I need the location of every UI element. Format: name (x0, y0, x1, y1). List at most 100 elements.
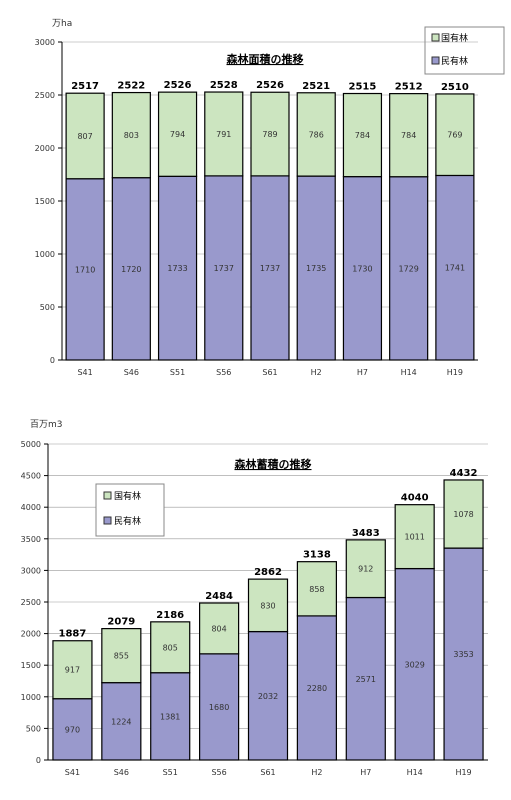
data-label-national: 855 (114, 652, 129, 661)
y-tick-label: 500 (26, 724, 41, 733)
legend-label-national: 国有林 (114, 490, 141, 502)
bar-national (250, 91, 290, 177)
total-label: 2079 (107, 617, 135, 628)
data-label-private: 1741 (445, 264, 465, 273)
legend: 国有林 民有林 (424, 26, 505, 75)
forest-stock-chart: 百万m3 森林蓄積の推移 国有林 民有林 0 500 1000 1500 2000 250… (21, 419, 488, 777)
x-tick-label: S51 (170, 368, 185, 377)
bar-private (247, 630, 289, 761)
data-label-private: 1735 (306, 264, 326, 273)
bar-private (296, 615, 337, 761)
y-tick-label: 3000 (21, 566, 41, 575)
legend-label-private: 民有林 (114, 515, 141, 527)
y-tick-label: 2500 (21, 598, 41, 607)
y-tick-label: 1000 (35, 250, 55, 259)
x-tick-label: H7 (357, 368, 368, 377)
data-label-private: 2280 (307, 684, 327, 693)
y-tick-label: 5000 (21, 440, 41, 449)
legend-swatch-private (431, 56, 440, 65)
x-tick-label: S46 (124, 368, 139, 377)
bars: 970 917 1887 1224 855 2079 1381 805 2186 1680 804 2… (52, 468, 484, 761)
bar-national (389, 93, 429, 178)
x-tick-label: S56 (211, 768, 226, 777)
y-axis-ticks: 0 500 1000 1500 2000 2500 3000 3500 4000 4500 5000 (21, 440, 48, 765)
data-label-private: 1710 (75, 265, 95, 274)
data-label-national: 786 (309, 130, 324, 139)
data-label-national: 769 (447, 131, 462, 140)
bar-private (157, 175, 198, 361)
x-tick-label: S51 (163, 768, 178, 777)
y-tick-label: 0 (50, 356, 55, 365)
data-label-private: 3029 (404, 660, 424, 669)
bar-national (199, 602, 240, 655)
bar-national (52, 640, 93, 700)
x-axis-labels: S41 S46 S51 S56 S61 H2 H7 H14 H19 (65, 768, 472, 777)
x-tick-label: S61 (260, 768, 275, 777)
total-label: 2862 (254, 567, 282, 578)
total-label: 2510 (441, 82, 469, 93)
total-label: 2528 (210, 80, 238, 91)
data-label-national: 804 (211, 624, 226, 633)
data-label-national: 912 (358, 565, 373, 574)
y-tick-label: 4500 (21, 472, 41, 481)
data-label-private: 1381 (160, 712, 180, 721)
data-label-national: 805 (163, 643, 178, 652)
total-label: 2512 (395, 82, 423, 93)
total-label: 3483 (352, 528, 380, 539)
total-label: 2526 (164, 80, 192, 91)
total-label: 1887 (59, 629, 87, 640)
data-label-national: 1011 (404, 533, 424, 542)
data-label-private: 970 (65, 725, 80, 734)
y-tick-label: 3000 (35, 38, 55, 47)
x-tick-label: H2 (311, 768, 322, 777)
data-label-private: 1680 (209, 703, 229, 712)
bar-national (296, 561, 337, 617)
total-label: 4432 (450, 468, 478, 479)
data-label-private: 2571 (356, 675, 376, 684)
chart-title: 森林蓄積の推移 (235, 457, 312, 471)
x-tick-label: H14 (407, 768, 423, 777)
data-label-private: 1729 (398, 264, 418, 273)
x-tick-label: H14 (401, 368, 417, 377)
total-label: 2522 (117, 81, 145, 92)
y-tick-label: 1500 (21, 661, 41, 670)
legend: 国有林 民有林 (95, 483, 165, 537)
y-tick-label: 0 (36, 756, 41, 765)
y-tick-label: 1500 (35, 197, 55, 206)
data-label-national: 784 (355, 131, 370, 140)
bar-national (157, 91, 198, 177)
data-label-private: 3353 (453, 650, 473, 659)
data-label-private: 1737 (214, 264, 234, 273)
data-label-private: 1730 (352, 264, 372, 273)
data-label-private: 1733 (167, 264, 187, 273)
bar-private (443, 547, 484, 761)
bar-private (52, 698, 93, 761)
x-tick-label: S41 (65, 768, 80, 777)
legend-label-private: 民有林 (441, 55, 468, 67)
unit-label: 万ha (52, 19, 72, 29)
data-label-private: 2032 (258, 692, 278, 701)
x-tick-label: S61 (262, 368, 277, 377)
bar-national (342, 92, 383, 178)
data-label-national: 784 (401, 131, 416, 140)
total-label: 2484 (205, 591, 233, 602)
bar-private (199, 653, 240, 761)
bar-private (204, 175, 244, 361)
total-label: 2515 (349, 82, 377, 93)
data-label-national: 807 (77, 132, 92, 141)
total-label: 2186 (156, 610, 184, 621)
y-tick-label: 500 (40, 303, 55, 312)
y-tick-label: 3500 (21, 535, 41, 544)
bar-private (296, 175, 336, 361)
x-tick-label: S41 (77, 368, 92, 377)
bar-national (111, 91, 151, 179)
total-label: 4040 (401, 493, 429, 504)
bar-national (247, 578, 289, 633)
total-label: 2526 (256, 80, 284, 91)
bar-national (101, 628, 142, 684)
chart-title: 森林面積の推移 (227, 52, 304, 66)
bar-national (394, 504, 435, 570)
bar-national (204, 91, 244, 177)
y-tick-label: 2000 (21, 630, 41, 639)
bar-private (342, 176, 383, 361)
